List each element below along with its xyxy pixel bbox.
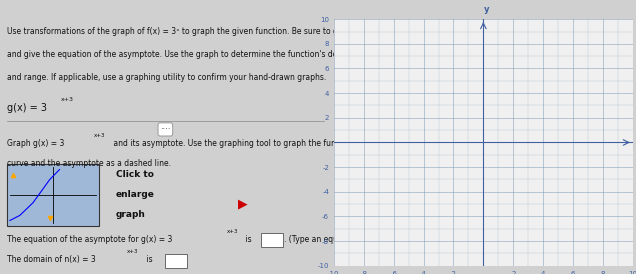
Text: The equation of the asymptote for g(x) = 3: The equation of the asymptote for g(x) =… xyxy=(6,235,172,244)
Text: ▶: ▶ xyxy=(238,198,248,210)
FancyBboxPatch shape xyxy=(6,164,99,226)
Text: enlarge: enlarge xyxy=(116,190,155,199)
Text: Use transformations of the graph of f(x) = 3ˣ to graph the given function. Be su: Use transformations of the graph of f(x)… xyxy=(6,27,356,36)
Text: x+3: x+3 xyxy=(94,133,106,138)
Text: Click to: Click to xyxy=(116,170,154,179)
Text: x+3: x+3 xyxy=(61,97,74,102)
Text: and give the equation of the asymptote. Use the graph to determine the function': and give the equation of the asymptote. … xyxy=(6,50,356,59)
Text: x+3: x+3 xyxy=(226,229,238,234)
Text: g(x) = 3: g(x) = 3 xyxy=(6,103,46,113)
Text: and its asymptote. Use the graphing tool to graph the function as a solid: and its asymptote. Use the graphing tool… xyxy=(111,139,393,148)
Text: Graph g(x) = 3: Graph g(x) = 3 xyxy=(6,139,64,148)
FancyBboxPatch shape xyxy=(165,254,187,268)
Text: . (Type an equation.): . (Type an equation.) xyxy=(284,235,363,244)
Text: is: is xyxy=(144,255,155,264)
Text: is: is xyxy=(243,235,254,244)
Text: and range. If applicable, use a graphing utility to confirm your hand-drawn grap: and range. If applicable, use a graphing… xyxy=(6,73,326,82)
Text: The domain of n(x) = 3: The domain of n(x) = 3 xyxy=(6,255,95,264)
Text: ····: ···· xyxy=(160,125,170,134)
Text: y: y xyxy=(485,5,490,14)
Text: x+3: x+3 xyxy=(127,249,139,254)
FancyBboxPatch shape xyxy=(261,233,283,247)
Text: curve and the asymptote as a dashed line.: curve and the asymptote as a dashed line… xyxy=(6,159,170,168)
Text: graph: graph xyxy=(116,210,146,219)
